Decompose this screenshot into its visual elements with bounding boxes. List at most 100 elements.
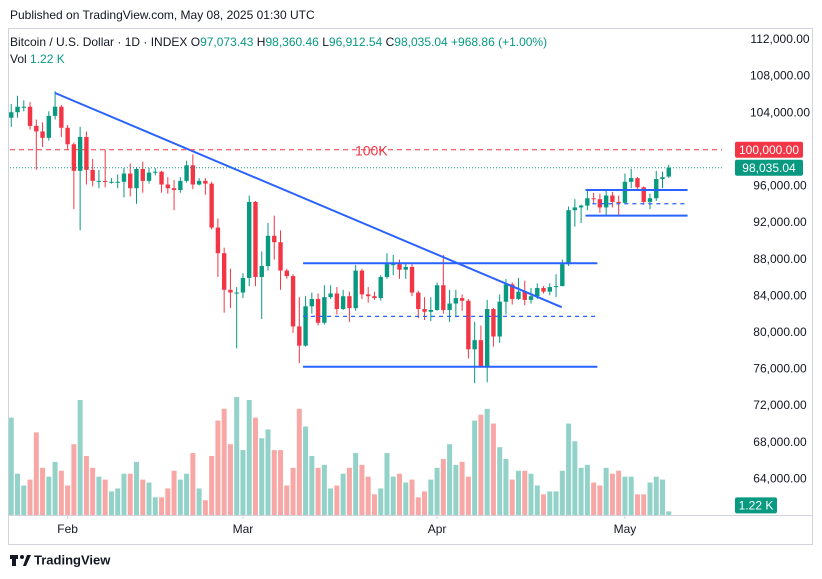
volume-bar [509,479,515,515]
candle-body [171,188,177,191]
volume-bar [484,408,490,515]
x-tick-label: May [614,522,637,536]
volume-bar [390,476,396,515]
volume-bar [96,476,102,515]
volume-bar [115,488,121,515]
volume-bar [371,494,377,515]
candle-body [34,125,39,132]
candle-body [666,167,671,177]
volume-bar [522,470,528,515]
candle-body [441,285,446,310]
candle-body [109,181,114,183]
candle-body [253,201,258,277]
volume-bar [140,479,146,515]
candle-body [322,297,327,323]
volume-bar [453,464,459,515]
candle-body [503,284,509,302]
y-tick-label: 80,000.00 [753,325,807,339]
candle-body [215,227,221,254]
volume-bar [584,464,590,515]
candle-body [535,287,540,297]
volume-bar [309,456,315,515]
candle-body [497,301,502,337]
candle-body [265,235,271,267]
candle-body [553,286,559,288]
volume-bar [628,476,634,515]
candle-body [628,178,634,182]
candle-body [334,293,340,310]
y-tick-label: 104,000.00 [750,105,810,119]
candle-body [591,198,596,200]
y-tick-label: 72,000.00 [753,398,807,412]
candle-body [90,169,95,181]
volume-bar [196,488,202,515]
candle-body [134,168,139,189]
candle-body [165,184,171,189]
volume-value: 1.22 K [30,52,65,66]
candle-body [328,293,333,298]
ohlc-value: 96,912.54 [328,35,383,49]
volume-bar [384,453,390,515]
change: +968.86 (+1.00%) [451,35,548,49]
volume-bar [566,423,572,515]
candle-body [65,127,70,145]
volume-bar [102,479,108,515]
price-tag [735,141,803,158]
volume-bar [90,467,96,515]
ohlc-value: 97,073.43 [200,35,254,49]
volume-bar [653,476,659,515]
volume-bar [591,482,597,515]
candle-body [491,309,496,337]
volume-bar [77,399,83,515]
volume-legend: Vol 1.22 K [10,52,65,66]
volume-bar [434,467,440,515]
candle-body [184,165,189,181]
candle-body [459,298,465,301]
candle-body [21,106,26,108]
volume-bar [177,479,183,515]
published-note: Published on TradingView.com, May 08, 20… [10,8,315,22]
candle-body [347,296,352,309]
candle-body [522,291,527,300]
volume-bar [647,482,653,515]
volume-bar [634,494,640,515]
volume-bar [541,494,547,515]
candle-body [196,180,202,185]
candle-body [484,309,490,367]
volume-tag [735,497,777,514]
volume-bar [346,467,352,515]
candle-body [647,198,653,202]
candle-body [9,112,14,118]
volume-bar [215,420,221,515]
volume-bar [365,476,371,515]
volume-bar [65,485,71,515]
candle-body [259,266,264,277]
volume-label: Vol [10,52,27,66]
candle-body [447,303,452,310]
candle-body [203,180,208,184]
volume-bar [152,497,158,515]
volume-bar [246,399,252,515]
candle-body [353,270,358,309]
candle-body [121,173,127,182]
volume-tag-label: 1.22 K [739,499,774,513]
y-tick-label: 68,000.00 [753,435,807,449]
ohlc-label: H [256,35,266,49]
volume-bar [202,500,208,515]
volume-bar [159,497,165,515]
candle-body [240,277,246,293]
volume-bar [40,467,46,515]
candle-body [146,172,152,181]
candle-body [102,180,108,182]
candle-body [560,264,565,287]
volume-bar [497,447,503,515]
brand-logo [10,555,31,566]
volume-bar [121,473,127,515]
volume-bar [559,470,565,515]
candle-body [46,115,52,138]
ohlc-label: C [385,35,395,49]
volume-bar [378,488,384,515]
candle-body [641,187,646,202]
volume-bar [278,450,284,515]
